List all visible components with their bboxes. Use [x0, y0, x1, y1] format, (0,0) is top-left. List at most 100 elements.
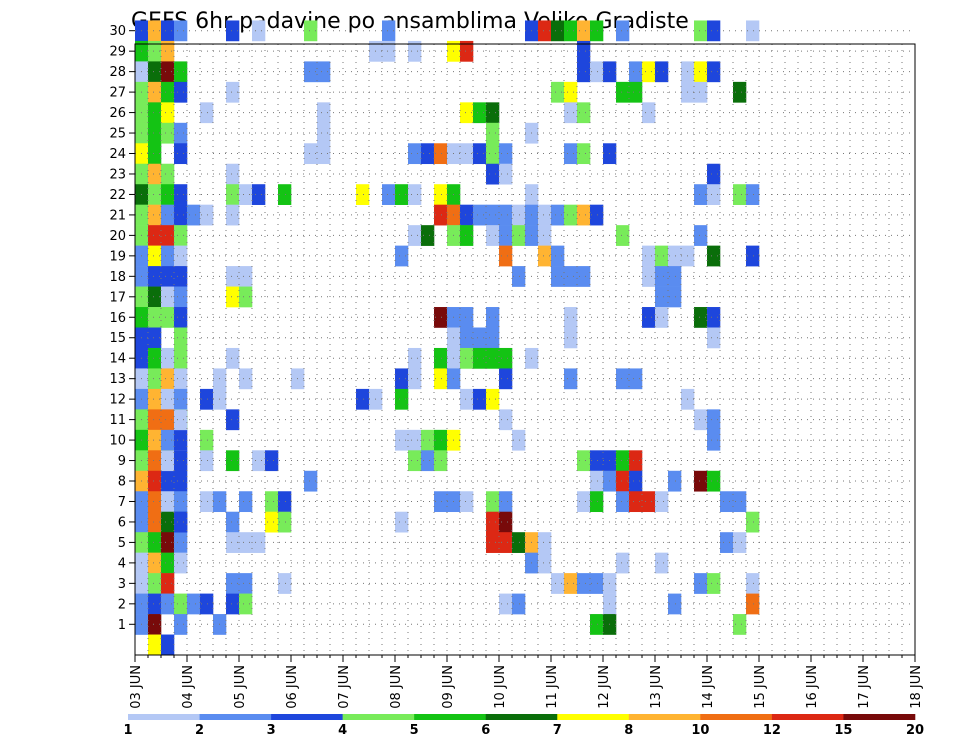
- heatmap-cell: [161, 20, 175, 42]
- y-tick-label: 17: [109, 290, 126, 305]
- heatmap-cell: [148, 327, 162, 349]
- x-tick-label: 17 JUN: [857, 665, 872, 709]
- heatmap-cell: [616, 552, 630, 574]
- heatmap-cell: [486, 204, 500, 226]
- heatmap-cell: [174, 122, 188, 144]
- legend-swatch: [271, 714, 343, 720]
- heatmap-cell: [538, 20, 552, 42]
- heatmap-cell: [252, 450, 266, 472]
- heatmap-cell: [278, 184, 292, 205]
- y-tick-label: 22: [109, 188, 126, 203]
- heatmap-cell: [226, 409, 240, 431]
- heatmap-cell: [512, 266, 526, 287]
- heatmap-cell: [148, 409, 162, 431]
- heatmap-cell: [317, 122, 331, 144]
- heatmap-cell: [460, 40, 474, 62]
- x-tick-label: 14 JUN: [701, 665, 716, 709]
- y-tick-label: 18: [109, 270, 126, 285]
- heatmap-cell: [473, 102, 487, 124]
- heatmap-cell: [148, 368, 162, 390]
- heatmap-cell: [707, 163, 721, 185]
- x-tick-label: 10 JUN: [493, 665, 508, 709]
- heatmap-cell: [707, 429, 721, 451]
- x-tick-label: 04 JUN: [181, 665, 196, 709]
- heatmap-cell: [434, 429, 448, 451]
- heatmap-cell: [200, 388, 214, 410]
- heatmap-cell: [707, 20, 721, 42]
- heatmap-cell: [174, 388, 188, 410]
- heatmap-cell: [304, 20, 318, 42]
- heatmap-cell: [551, 573, 565, 594]
- heatmap-cell: [486, 491, 500, 513]
- heatmap-cell: [174, 429, 188, 451]
- heatmap-cell: [486, 143, 500, 165]
- y-tick-label: 12: [109, 393, 126, 408]
- heatmap-cell: [616, 81, 630, 103]
- heatmap-cell: [148, 634, 162, 656]
- heatmap-cell: [148, 614, 162, 635]
- heatmap-cell: [161, 81, 175, 103]
- heatmap-cell: [408, 347, 422, 369]
- heatmap-cell: [226, 593, 240, 615]
- heatmap-cell: [564, 204, 578, 226]
- legend-label: 1: [123, 723, 132, 738]
- y-tick-label: 14: [109, 352, 126, 367]
- heatmap-cell: [148, 491, 162, 513]
- heatmap-cell: [174, 347, 188, 369]
- heatmap-cell: [226, 532, 240, 553]
- heatmap-cell: [148, 307, 162, 328]
- y-tick-label: 6: [118, 515, 126, 530]
- heatmap-cell: [148, 81, 162, 103]
- heatmap-cell: [707, 184, 721, 205]
- y-tick-label: 4: [118, 556, 126, 571]
- heatmap-cell: [161, 368, 175, 390]
- x-tick-label: 09 JUN: [441, 665, 456, 709]
- y-tick-label: 10: [109, 434, 126, 449]
- heatmap-cell: [148, 552, 162, 574]
- heatmap-cell: [161, 450, 175, 472]
- heatmap-cell: [629, 368, 643, 390]
- x-tick-label: 07 JUN: [337, 665, 352, 709]
- heatmap-cell: [707, 470, 721, 492]
- y-tick-label: 8: [118, 475, 126, 490]
- heatmap-cell: [252, 184, 266, 205]
- heatmap-cell: [161, 593, 175, 615]
- x-tick-label: 12 JUN: [597, 665, 612, 709]
- heatmap-cell: [161, 409, 175, 431]
- heatmap-cell: [486, 307, 500, 328]
- heatmap-cell: [148, 184, 162, 205]
- heatmap-cell: [174, 491, 188, 513]
- heatmap-cell: [590, 204, 604, 226]
- heatmap-cell: [174, 245, 188, 267]
- legend-swatch: [485, 714, 558, 720]
- heatmap-cell: [226, 573, 240, 594]
- heatmap-cell: [590, 614, 604, 635]
- heatmap-cell: [395, 368, 409, 390]
- heatmap-cell: [642, 266, 656, 287]
- heatmap-cell: [317, 143, 331, 165]
- heatmap-cell: [473, 143, 487, 165]
- heatmap-cell: [278, 511, 292, 533]
- y-tick-label: 24: [109, 147, 126, 162]
- heatmap-cell: [265, 450, 279, 472]
- heatmap-cell: [148, 532, 162, 553]
- heatmap-cell: [707, 573, 721, 594]
- heatmap-cell: [174, 368, 188, 390]
- heatmap-cell: [746, 20, 760, 42]
- heatmap-cell: [499, 204, 513, 226]
- legend-label: 3: [267, 723, 276, 738]
- heatmap-cell: [148, 245, 162, 267]
- heatmap-cell: [200, 491, 214, 513]
- y-tick-label: 29: [109, 45, 126, 60]
- x-axis: 03 JUN 04 JUN 05 JUN 06 JUN 07 JUN 08 JUN 09 J…: [129, 655, 924, 709]
- heatmap-cell: [174, 184, 188, 205]
- heatmap-cell: [694, 184, 708, 205]
- heatmap-cell: [512, 429, 526, 451]
- heatmap-cell: [200, 593, 214, 615]
- y-tick-label: 20: [109, 229, 126, 244]
- y-tick-label: 3: [118, 577, 126, 592]
- heatmap-cell: [629, 470, 643, 492]
- heatmap-cell: [161, 511, 175, 533]
- heatmap-cell: [707, 307, 721, 328]
- legend-swatch: [843, 714, 916, 720]
